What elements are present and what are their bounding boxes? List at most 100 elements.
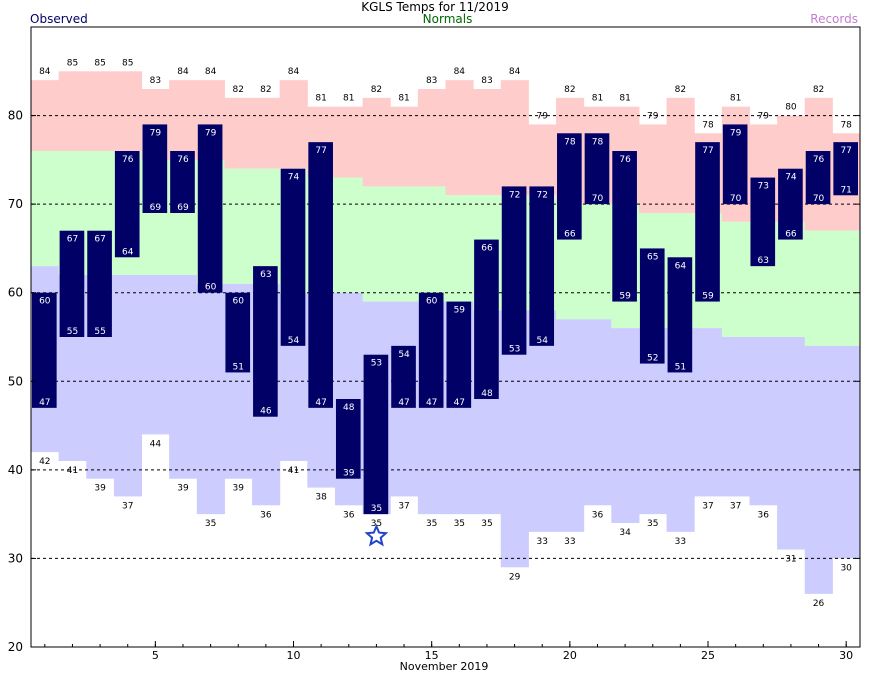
record-high-label: 81 — [398, 94, 409, 104]
normal-band — [252, 168, 281, 284]
observed-low-label: 51 — [675, 362, 686, 372]
observed-bar — [805, 151, 831, 205]
observed-high-label: 76 — [619, 155, 631, 165]
y-tick-label: 30 — [8, 551, 23, 565]
observed-low-label: 47 — [426, 398, 437, 408]
observed-bar — [557, 133, 582, 240]
record-high-band — [252, 97, 281, 169]
observed-high-label: 76 — [122, 155, 134, 165]
normal-band — [334, 177, 364, 293]
record-high-label: 83 — [150, 76, 161, 86]
observed-bar — [87, 230, 112, 337]
record-high-label: 84 — [288, 67, 300, 77]
observed-high-label: 74 — [785, 173, 797, 183]
observed-high-label: 60 — [39, 297, 51, 307]
observed-bar — [639, 248, 665, 364]
record-high-label: 84 — [39, 67, 51, 77]
observed-bar — [32, 292, 57, 408]
chart-title: KGLS Temps for 11/2019 — [361, 0, 509, 14]
observed-bar — [612, 151, 637, 302]
record-high-label: 81 — [343, 94, 354, 104]
record-high-label: 81 — [730, 94, 741, 104]
record-low-label: 36 — [343, 510, 355, 520]
observed-high-label: 66 — [481, 244, 493, 254]
observed-bar — [280, 168, 306, 346]
record-high-label: 85 — [67, 58, 78, 68]
observed-bar — [170, 151, 195, 213]
observed-low-label: 51 — [233, 362, 244, 372]
observed-low-label: 55 — [67, 327, 78, 337]
observed-low-label: 54 — [536, 336, 548, 346]
observed-high-label: 79 — [730, 128, 742, 138]
y-tick-label: 20 — [8, 640, 23, 654]
normal-band — [390, 186, 419, 302]
observed-bar — [59, 230, 85, 337]
record-high-band — [169, 80, 198, 160]
record-high-label: 82 — [564, 85, 575, 95]
record-low-band — [721, 337, 750, 497]
y-tick-label: 80 — [8, 109, 23, 123]
x-tick-label: 15 — [425, 649, 439, 662]
observed-low-label: 47 — [39, 398, 50, 408]
record-high-band — [86, 71, 115, 151]
x-tick-label: 30 — [839, 649, 853, 662]
normal-band — [777, 221, 806, 337]
observed-bar — [833, 142, 858, 196]
record-low-band — [196, 283, 225, 515]
record-high-label: 82 — [371, 85, 382, 95]
record-high-band — [666, 97, 695, 213]
observed-high-label: 54 — [398, 350, 410, 360]
record-high-label: 84 — [454, 67, 466, 77]
observed-high-label: 59 — [454, 306, 466, 316]
observed-bar — [529, 186, 555, 346]
legend-records: Records — [810, 12, 858, 26]
observed-bar — [114, 151, 140, 258]
record-high-label: 79 — [536, 111, 548, 121]
normal-band — [417, 186, 446, 302]
record-low-label: 34 — [619, 528, 631, 538]
record-high-band — [113, 71, 143, 151]
marker-star — [364, 523, 389, 547]
record-low-label: 36 — [758, 510, 770, 520]
record-high-label: 85 — [122, 58, 133, 68]
record-low-label: 35 — [647, 519, 658, 529]
record-high-label: 84 — [205, 67, 217, 77]
normal-band — [31, 151, 60, 267]
record-low-label: 39 — [94, 484, 106, 494]
record-low-band — [169, 275, 198, 479]
normal-band — [804, 230, 833, 346]
observed-high-label: 73 — [758, 182, 769, 192]
record-high-band — [638, 124, 668, 213]
record-low-label: 26 — [813, 599, 825, 609]
observed-low-label: 64 — [122, 247, 134, 257]
observed-low-label: 69 — [150, 203, 162, 213]
record-low-label: 37 — [122, 501, 133, 511]
observed-high-label: 65 — [647, 252, 658, 262]
x-tick-label: 25 — [701, 649, 715, 662]
observed-high-label: 64 — [675, 261, 687, 271]
record-low-label: 38 — [315, 493, 327, 503]
x-axis-label: November 2019 — [399, 660, 489, 673]
record-high-label: 82 — [260, 85, 271, 95]
observed-low-label: 53 — [509, 345, 520, 355]
observed-low-label: 70 — [813, 194, 825, 204]
observed-low-label: 63 — [758, 256, 769, 266]
record-high-band — [445, 80, 474, 196]
normal-band — [583, 204, 612, 320]
observed-low-label: 59 — [619, 292, 631, 302]
observed-high-label: 53 — [371, 359, 382, 369]
observed-low-label: 70 — [592, 194, 604, 204]
observed-high-label: 67 — [67, 235, 78, 245]
observed-high-label: 60 — [426, 297, 438, 307]
observed-low-label: 54 — [288, 336, 300, 346]
record-high-label: 81 — [619, 94, 630, 104]
record-low-label: 31 — [785, 555, 796, 565]
observed-high-label: 76 — [813, 155, 825, 165]
record-high-label: 79 — [758, 111, 770, 121]
normal-band — [445, 195, 474, 302]
record-low-label: 41 — [288, 466, 299, 476]
y-tick-label: 60 — [8, 286, 23, 300]
record-low-label: 36 — [592, 510, 604, 520]
record-low-band — [777, 337, 806, 550]
